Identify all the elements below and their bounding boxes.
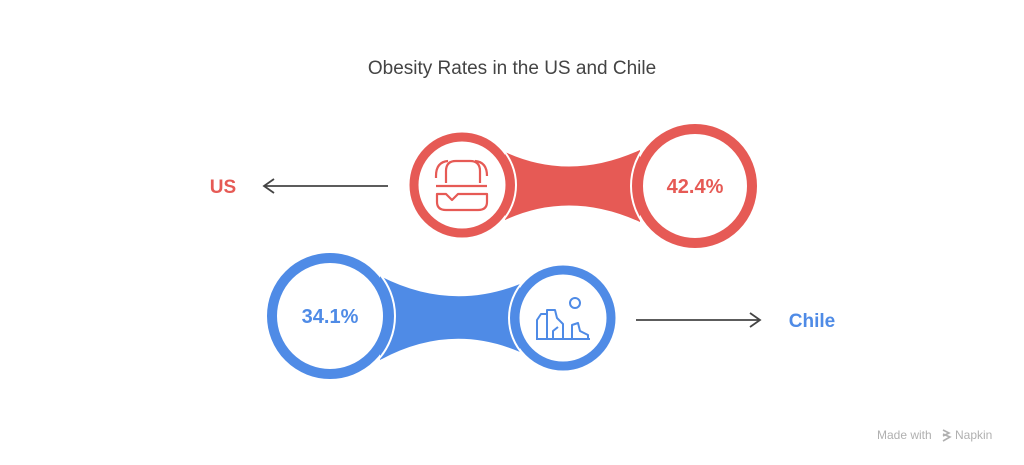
us-group: 42.4% US	[210, 121, 760, 251]
us-value: 42.4%	[667, 176, 724, 198]
chile-value: 34.1%	[302, 306, 359, 328]
chile-connector	[380, 276, 520, 360]
us-arrow	[262, 178, 388, 194]
chile-label: Chile	[789, 311, 835, 332]
chile-icon-circle	[510, 265, 616, 371]
watermark-text: Made with	[877, 428, 932, 442]
us-connector	[505, 150, 640, 222]
watermark: Made with Napkin	[877, 428, 992, 442]
chile-group: 34.1% Chile	[264, 250, 835, 382]
napkin-logo-icon	[942, 429, 952, 442]
chile-value-circle	[267, 253, 393, 379]
diagram-title: Obesity Rates in the US and Chile	[368, 58, 656, 79]
us-label: US	[210, 177, 236, 198]
mountains-sun-icon	[536, 297, 590, 340]
chile-arrow	[636, 312, 762, 328]
us-value-circle	[633, 124, 757, 248]
burger-icon	[434, 159, 489, 212]
watermark-brand: Napkin	[955, 428, 992, 442]
